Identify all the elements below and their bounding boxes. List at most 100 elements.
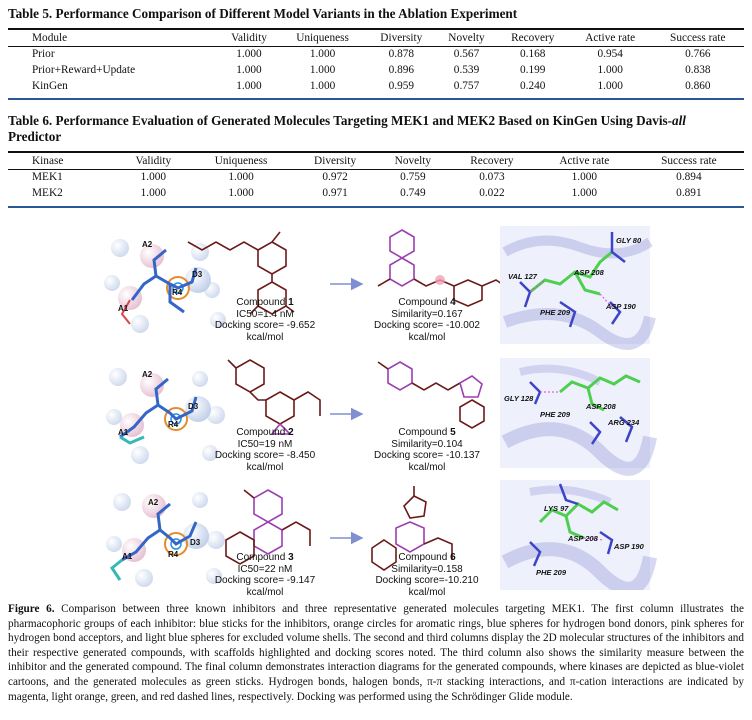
- pharm-label-a1-2: A1: [118, 428, 129, 437]
- inhibitor-label-2: Compound 2 IC50=19 nM Docking score= -8.…: [214, 427, 316, 473]
- table-cell: 1.000: [309, 64, 336, 76]
- pharm-label-r4-2: R4: [168, 420, 179, 429]
- figure6-graphics: [104, 226, 657, 590]
- table-row: Prior 1.000 1.000 0.878 0.567 0.168 0.954 0.766: [8, 46, 744, 62]
- inhibitor-structure-1: [187, 231, 295, 315]
- table-cell: 0.749: [400, 187, 426, 199]
- table6-bottom-rule: [8, 206, 744, 208]
- table-cell: 0.759: [400, 171, 426, 183]
- table-cell: 1.000: [309, 80, 336, 92]
- table-cell: 0.567: [453, 48, 480, 60]
- column-header: Kinase: [32, 154, 64, 167]
- pharm-label-a2-2: A2: [142, 370, 153, 379]
- column-header: Uniqueness: [214, 154, 268, 167]
- table-cell: 1.000: [597, 80, 623, 92]
- table-cell: MEK2: [32, 187, 63, 199]
- table-cell: 1.000: [228, 171, 254, 183]
- figure6: A2 D3 R4 A1 A2 D3 R4 A1 A2 D3 R4 A1 Comp…: [0, 222, 752, 598]
- pharmacophore-1: [104, 239, 226, 333]
- inhibitor-structure-2: [227, 359, 321, 435]
- table6-mid-rule: [8, 169, 744, 170]
- pharm-label-a2-3: A2: [148, 498, 159, 507]
- table-cell: 1.000: [140, 171, 167, 183]
- residue-label: VAL 127: [508, 272, 537, 281]
- table5-bottom-rule: [8, 98, 744, 100]
- residue-label: ASP 208: [586, 402, 616, 411]
- residue-label: ASP 208: [574, 268, 604, 277]
- table6-header-row: Kinase Validity Uniqueness Diversity Novelty…: [8, 152, 744, 169]
- table-cell: 0.894: [676, 171, 702, 183]
- pharmacophore-2: [106, 368, 225, 464]
- residue-label: ASP 190: [606, 302, 636, 311]
- generated-structure-5: [377, 361, 485, 429]
- table6: Kinase Validity Uniqueness Diversity Novelty…: [8, 152, 744, 201]
- residue-label: PHE 209: [536, 568, 567, 577]
- table-cell: 0.972: [322, 171, 348, 183]
- interaction-diagram-1: [500, 226, 656, 350]
- column-header: Success rate: [670, 31, 726, 44]
- column-header: Module: [32, 31, 68, 44]
- residue-label: PHE 209: [540, 308, 571, 317]
- pharm-label-d3-3: D3: [190, 538, 201, 547]
- generated-structure-6: [371, 486, 453, 571]
- table-cell: 0.891: [676, 187, 702, 199]
- column-header: Recovery: [470, 154, 514, 167]
- column-header: Novelty: [448, 31, 485, 44]
- column-header: Active rate: [559, 154, 610, 167]
- table-cell: 1.000: [236, 48, 262, 60]
- column-header: Validity: [231, 31, 267, 44]
- table-row: MEK2 1.000 1.000 0.971 0.749 0.022 1.000 0.891: [8, 185, 744, 201]
- inhibitor-label-3: Compound 3 IC50=22 nM Docking score= -9.…: [214, 552, 316, 598]
- generated-label-5: Compound 5 Similarity=0.104 Docking scor…: [374, 427, 480, 473]
- table-cell: 0.860: [685, 80, 711, 92]
- table-cell: 0.240: [520, 80, 546, 92]
- column-header: Active rate: [585, 31, 636, 44]
- figure6-caption: Figure 6. Comparison between three known…: [8, 603, 744, 703]
- residue-label: PHE 209: [540, 410, 571, 419]
- table-cell: 1.000: [571, 187, 598, 199]
- pharmacophore-3: [106, 492, 225, 587]
- residue-label: LYS 97: [544, 504, 569, 513]
- interaction-diagram-2: [500, 358, 657, 476]
- table-row: MEK1 1.000 1.000 0.972 0.759 0.073 1.000 0.894: [8, 169, 744, 185]
- inhibitor-structure-3: [225, 489, 311, 565]
- pharm-label-d3-2: D3: [188, 402, 199, 411]
- table-cell: 1.000: [140, 187, 167, 199]
- residue-label: ARG 234: [608, 418, 640, 427]
- residue-label: GLY 128: [504, 394, 534, 403]
- table-cell: KinGen: [32, 80, 68, 92]
- column-header: Uniqueness: [296, 31, 349, 44]
- table-cell: 1.000: [228, 187, 254, 199]
- table-cell: 0.896: [388, 64, 415, 76]
- table-cell: 1.000: [236, 64, 262, 76]
- table-cell: 0.878: [388, 48, 415, 60]
- table5-header-row: Module Validity Uniqueness Diversity Novelty…: [8, 29, 744, 46]
- pharm-label-a1-3: A1: [122, 552, 133, 561]
- table-cell: 1.000: [236, 80, 262, 92]
- table-cell: 0.022: [479, 187, 505, 199]
- residue-label: ASP 208: [568, 534, 598, 543]
- table-cell: 0.971: [322, 187, 348, 199]
- table-cell: MEK1: [32, 171, 63, 183]
- table-cell: 1.000: [597, 64, 623, 76]
- column-header: Success rate: [661, 154, 717, 167]
- table-cell: 0.199: [520, 64, 546, 76]
- table-cell: Prior: [32, 48, 55, 60]
- pharm-label-r4-3: R4: [168, 550, 179, 559]
- column-header: Diversity: [380, 31, 423, 44]
- table-row: Prior+Reward+Update 1.000 1.000 0.896 0.539 0…: [8, 62, 744, 78]
- table5: Module Validity Uniqueness Diversity Novelty…: [8, 29, 744, 94]
- table-cell: 0.954: [597, 48, 623, 60]
- generated-label-6: Compound 6 Similarity=0.158 Docking scor…: [375, 552, 479, 598]
- table-cell: 0.168: [520, 48, 546, 60]
- inhibitor-label-1: Compound 1 IC50=1.4 nM Docking score= -9…: [214, 297, 316, 343]
- table-cell: 0.838: [685, 64, 711, 76]
- table6-caption: Table 6. Performance Evaluation of Gener…: [8, 113, 686, 144]
- residue-label: ASP 190: [614, 542, 644, 551]
- pharm-label-a2-1: A2: [142, 240, 153, 249]
- pharm-label-a1-1: A1: [118, 304, 129, 313]
- generated-label-4: Compound 4 Similarity=0.167 Docking scor…: [374, 297, 480, 343]
- residue-label: GLY 80: [616, 236, 642, 245]
- interaction-diagram-3: [500, 480, 657, 590]
- column-header: Recovery: [511, 31, 555, 44]
